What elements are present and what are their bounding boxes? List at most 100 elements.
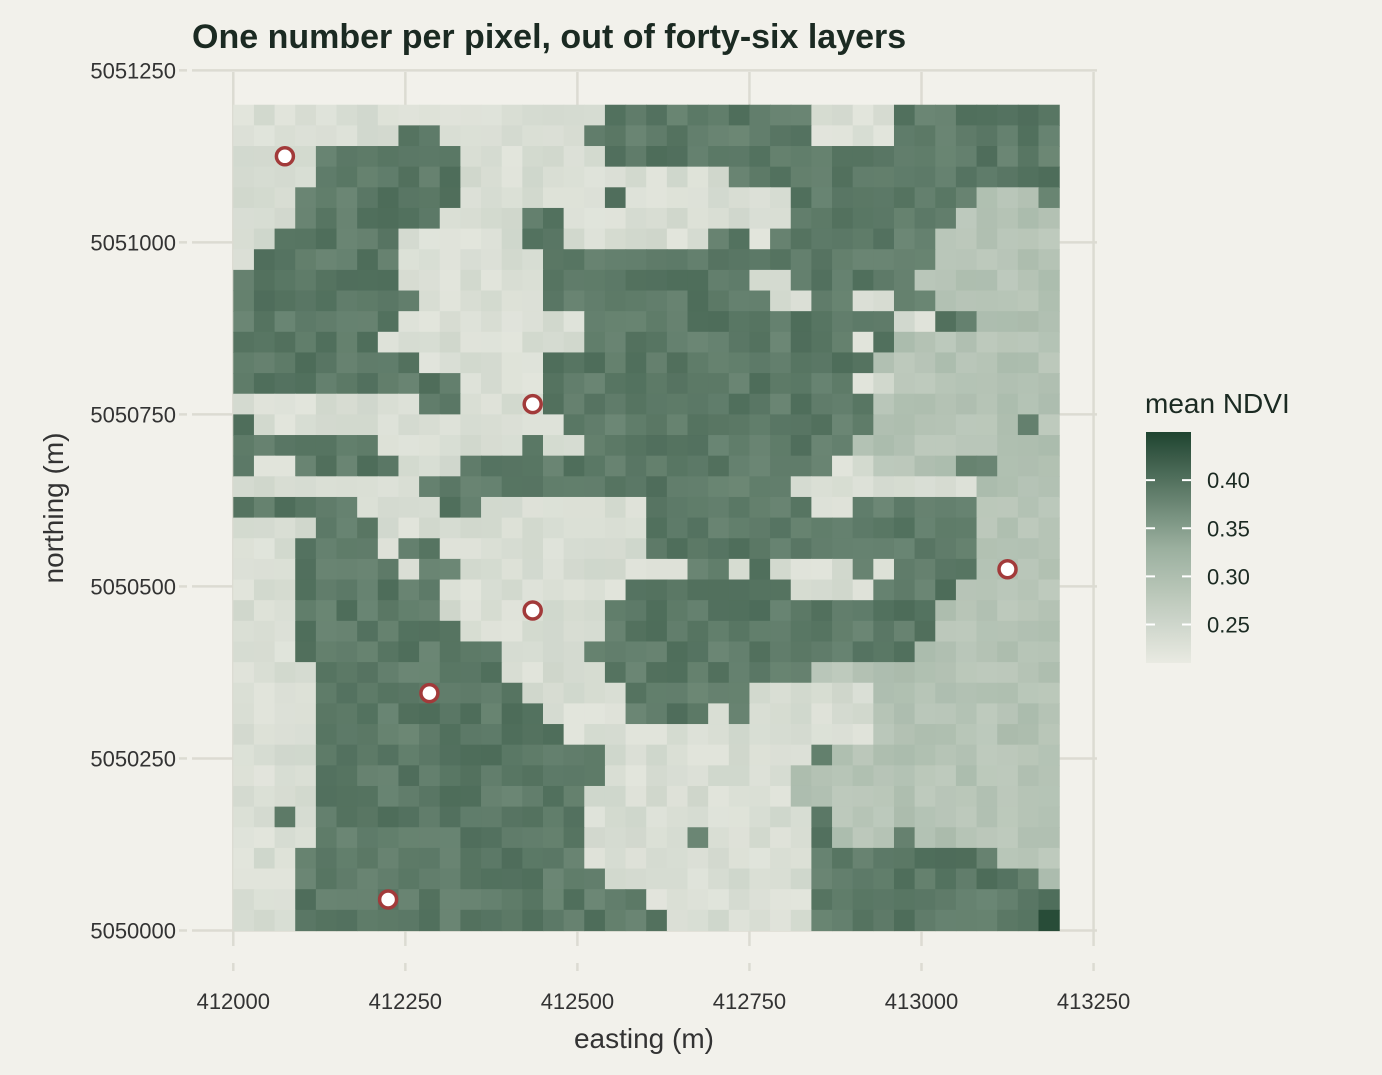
- raster-cell: [873, 146, 895, 168]
- raster-cell: [542, 744, 565, 766]
- raster-cell: [852, 393, 874, 415]
- raster-cell: [811, 228, 833, 250]
- raster-cell: [377, 104, 400, 126]
- raster-cell: [584, 125, 606, 147]
- raster-cell: [501, 146, 523, 168]
- raster-cell: [728, 765, 751, 787]
- raster-cell: [852, 600, 874, 622]
- raster-cell: [728, 290, 751, 312]
- raster-cell: [295, 600, 317, 622]
- raster-cell: [873, 311, 895, 333]
- raster-cell: [357, 662, 379, 684]
- raster-cell: [770, 228, 792, 250]
- raster-cell: [233, 207, 255, 230]
- raster-cell: [646, 724, 668, 746]
- raster-cell: [976, 352, 998, 374]
- raster-cell: [439, 847, 462, 870]
- raster-cell: [274, 331, 296, 354]
- raster-cell: [274, 393, 296, 415]
- raster-cell: [997, 311, 1019, 333]
- raster-cell: [274, 744, 296, 766]
- raster-cell: [770, 538, 792, 560]
- raster-cell: [604, 806, 627, 828]
- raster-cell: [604, 889, 627, 911]
- raster-cell: [563, 889, 585, 911]
- raster-cell: [790, 187, 812, 209]
- raster-cell: [708, 435, 730, 457]
- raster-cell: [439, 207, 462, 230]
- raster-cell: [976, 641, 998, 663]
- raster-cell: [955, 579, 978, 601]
- raster-cell: [728, 703, 751, 725]
- raster-cell: [315, 476, 338, 498]
- raster-cell: [852, 187, 874, 209]
- raster-cell: [708, 166, 730, 188]
- raster-cell: [770, 331, 792, 354]
- raster-cell: [852, 785, 874, 808]
- raster-cell: [604, 455, 627, 477]
- raster-cell: [481, 104, 503, 126]
- raster-cell: [542, 889, 565, 911]
- raster-cell: [501, 744, 523, 766]
- raster-cell: [873, 558, 895, 581]
- raster-cell: [935, 393, 957, 415]
- raster-cell: [976, 311, 998, 333]
- raster-cell: [501, 269, 523, 292]
- raster-cell: [811, 104, 833, 126]
- raster-cell: [357, 600, 379, 622]
- raster-cell: [398, 311, 420, 333]
- raster-cell: [1017, 435, 1040, 457]
- raster-cell: [377, 517, 400, 539]
- raster-cell: [708, 682, 730, 704]
- raster-cell: [749, 435, 771, 457]
- raster-cell: [253, 744, 276, 766]
- raster-cell: [646, 373, 668, 395]
- x-axis-ticks: 412000 412250 412500 412750 413000 413250: [197, 963, 1130, 1014]
- raster-cell: [749, 373, 771, 395]
- raster-cell: [501, 496, 523, 519]
- raster-cell: [708, 600, 730, 622]
- raster-cell: [253, 331, 276, 354]
- raster-cell: [584, 620, 606, 643]
- raster-cell: [749, 187, 771, 209]
- raster-cell: [852, 517, 874, 539]
- raster-cell: [522, 352, 544, 374]
- raster-cell: [274, 909, 296, 932]
- raster-cell: [811, 620, 833, 643]
- raster-cell: [646, 331, 668, 354]
- raster-cell: [315, 785, 338, 808]
- raster-cell: [398, 455, 420, 477]
- raster-cell: [708, 290, 730, 312]
- raster-cell: [419, 662, 441, 684]
- raster-cell: [666, 393, 689, 415]
- raster-cell: [1038, 620, 1060, 643]
- raster-cell: [914, 166, 936, 188]
- raster-cell: [315, 703, 338, 725]
- raster-cell: [604, 166, 627, 188]
- raster-cell: [563, 641, 585, 663]
- raster-cell: [1017, 290, 1040, 312]
- raster-cell: [253, 868, 276, 890]
- raster-cell: [666, 682, 689, 704]
- raster-cell: [728, 868, 751, 890]
- raster-cell: [852, 682, 874, 704]
- raster-cell: [790, 600, 812, 622]
- raster-cell: [563, 207, 585, 230]
- raster-cell: [295, 331, 317, 354]
- raster-cell: [460, 228, 482, 250]
- raster-cell: [1038, 228, 1060, 250]
- raster-cell: [770, 455, 792, 477]
- raster-cell: [253, 724, 276, 746]
- raster-cell: [542, 517, 565, 539]
- raster-cell: [377, 228, 400, 250]
- raster-cell: [935, 785, 957, 808]
- raster-cell: [295, 476, 317, 498]
- raster-cell: [357, 765, 379, 787]
- raster-cell: [233, 806, 255, 828]
- raster-cell: [873, 187, 895, 209]
- raster-cell: [419, 620, 441, 643]
- raster-cell: [873, 517, 895, 539]
- raster-cell: [1038, 785, 1060, 808]
- raster-cell: [439, 435, 462, 457]
- raster-cell: [398, 682, 420, 704]
